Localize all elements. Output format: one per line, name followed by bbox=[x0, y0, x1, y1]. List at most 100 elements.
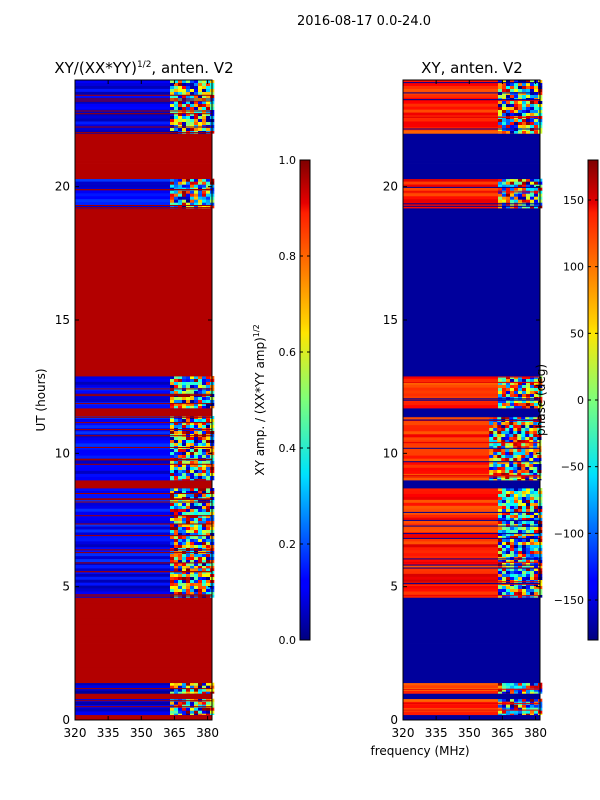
heatmap-cell bbox=[514, 518, 519, 522]
heatmap-cell bbox=[178, 566, 183, 569]
heatmap-band bbox=[403, 295, 540, 299]
heatmap-band bbox=[75, 667, 212, 671]
heatmap-cell bbox=[530, 89, 535, 93]
heatmap-cell bbox=[202, 98, 207, 102]
heatmap-cell bbox=[525, 470, 530, 474]
heatmap-cell bbox=[202, 440, 207, 444]
heatmap-cell bbox=[194, 89, 199, 93]
heatmap-cell bbox=[530, 536, 535, 540]
heatmap-band bbox=[403, 208, 540, 212]
heatmap-cell bbox=[190, 710, 195, 714]
heatmap-cell bbox=[178, 524, 183, 528]
heatmap-band bbox=[75, 367, 212, 371]
heatmap-cell bbox=[525, 467, 530, 471]
heatmap-cell bbox=[526, 196, 531, 200]
heatmap-cell bbox=[513, 440, 518, 444]
heatmap-cell bbox=[190, 128, 195, 132]
heatmap-cell bbox=[202, 385, 207, 389]
heatmap-cell bbox=[178, 83, 183, 87]
heatmap-cell bbox=[534, 86, 539, 90]
heatmap-cell bbox=[182, 557, 187, 561]
heatmap-cell bbox=[498, 394, 503, 398]
heatmap-cell bbox=[506, 500, 511, 504]
heatmap-cell bbox=[510, 515, 515, 519]
heatmap-cell bbox=[198, 580, 203, 584]
heatmap-cell bbox=[505, 434, 510, 438]
heatmap-cell bbox=[202, 574, 207, 578]
heatmap-cell bbox=[525, 437, 530, 441]
heatmap-cell bbox=[526, 497, 531, 501]
heatmap-cell bbox=[194, 190, 199, 194]
heatmap-cell bbox=[498, 110, 503, 114]
heatmap-cell bbox=[206, 506, 211, 510]
heatmap-cell bbox=[194, 119, 199, 123]
heatmap-cell bbox=[178, 385, 183, 389]
heatmap-cell bbox=[506, 586, 511, 590]
heatmap-band bbox=[403, 655, 540, 659]
heatmap-cell bbox=[493, 440, 498, 444]
heatmap-band bbox=[75, 322, 212, 326]
heatmap-cell bbox=[530, 379, 535, 383]
heatmap-cell bbox=[194, 425, 199, 429]
heatmap-cell bbox=[198, 104, 203, 108]
heatmap-cell bbox=[525, 446, 530, 450]
heatmap-cell bbox=[174, 533, 179, 537]
heatmap-band bbox=[75, 262, 212, 266]
heatmap-cell bbox=[534, 595, 539, 598]
heatmap-cell bbox=[182, 406, 187, 409]
heatmap-cell bbox=[522, 122, 527, 126]
heatmap-streak bbox=[403, 203, 540, 205]
heatmap-cell bbox=[170, 488, 175, 492]
heatmap-cell bbox=[534, 707, 539, 711]
heatmap-band bbox=[403, 387, 540, 391]
heatmap-cell bbox=[510, 530, 515, 534]
heatmap-band bbox=[75, 664, 212, 668]
heatmap-cell bbox=[194, 577, 199, 581]
heatmap-cell bbox=[502, 545, 507, 549]
heatmap-cell bbox=[178, 113, 183, 117]
heatmap-cell bbox=[514, 539, 519, 543]
heatmap-cell bbox=[517, 455, 522, 459]
heatmap-cell bbox=[498, 388, 503, 392]
heatmap-streak bbox=[403, 205, 540, 207]
heatmap-cell bbox=[178, 205, 183, 209]
heatmap-cell bbox=[518, 527, 523, 531]
x-tick-label: 320 bbox=[64, 726, 87, 740]
heatmap-cell bbox=[506, 577, 511, 581]
heatmap-cell bbox=[534, 506, 539, 510]
heatmap-cell bbox=[174, 518, 179, 522]
heatmap-cell bbox=[202, 101, 207, 105]
heatmap-cell bbox=[489, 467, 494, 471]
heatmap-cell bbox=[510, 566, 515, 569]
heatmap-band bbox=[75, 490, 212, 495]
heatmap-cell bbox=[510, 83, 515, 87]
heatmap-band bbox=[403, 277, 540, 281]
heatmap-band bbox=[403, 399, 540, 403]
heatmap-cell bbox=[522, 199, 527, 203]
heatmap-cell bbox=[506, 497, 511, 501]
heatmap-cell bbox=[178, 119, 183, 123]
heatmap-cell bbox=[178, 688, 183, 692]
heatmap-cell bbox=[517, 467, 522, 471]
heatmap-band bbox=[403, 523, 540, 527]
heatmap-cell bbox=[502, 515, 507, 519]
heatmap-cell bbox=[522, 688, 527, 692]
heatmap-band bbox=[75, 413, 212, 417]
heatmap-cell bbox=[510, 571, 515, 575]
heatmap-cell bbox=[178, 80, 183, 84]
heatmap-streak bbox=[403, 99, 540, 101]
heatmap-cell bbox=[518, 560, 523, 564]
heatmap-band bbox=[403, 184, 540, 188]
heatmap-cell bbox=[522, 542, 527, 546]
heatmap-cell bbox=[502, 382, 507, 386]
heatmap-cell bbox=[198, 461, 203, 465]
heatmap-band bbox=[403, 280, 540, 284]
heatmap-band bbox=[75, 268, 212, 272]
heatmap-cell bbox=[514, 568, 519, 572]
heatmap-streak bbox=[75, 403, 212, 405]
heatmap-cell bbox=[186, 509, 191, 513]
heatmap-cell bbox=[506, 488, 511, 492]
phase-colorbar-label: phase (deg) bbox=[534, 364, 548, 436]
heatmap-cell bbox=[510, 554, 515, 558]
heatmap-cell bbox=[534, 536, 539, 540]
